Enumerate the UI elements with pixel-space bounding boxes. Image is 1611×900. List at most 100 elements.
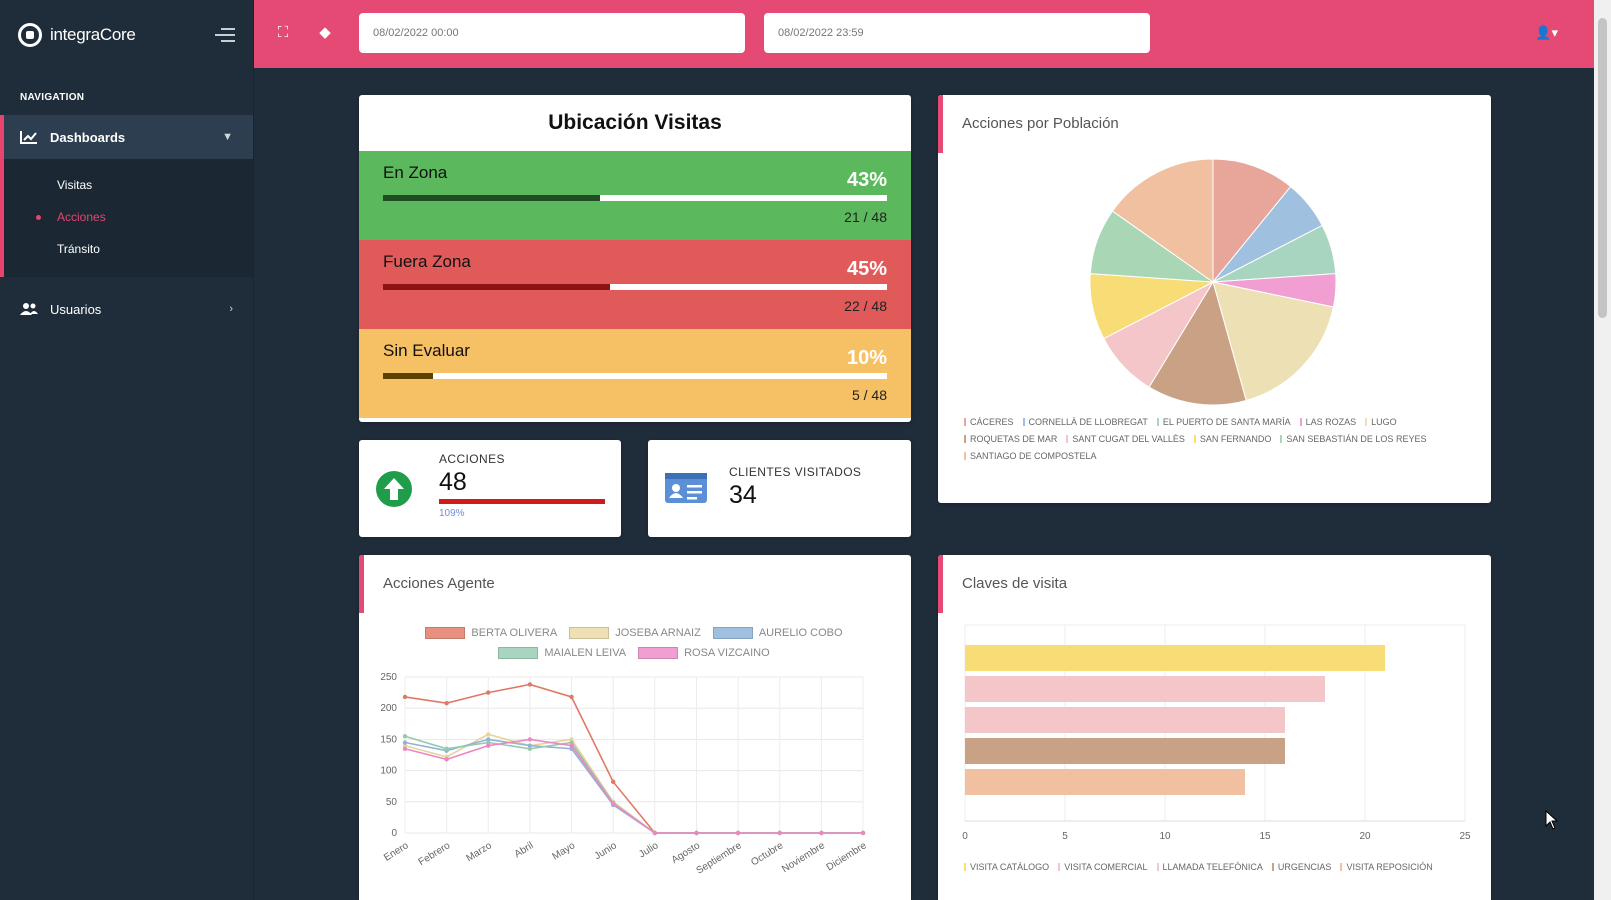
scrollbar-thumb[interactable] bbox=[1598, 18, 1607, 318]
legend-item[interactable]: ROSA VIZCAINO bbox=[638, 647, 770, 659]
x-tick-label: Mayo bbox=[551, 840, 578, 863]
fullscreen-icon[interactable]: ⛶ bbox=[277, 24, 289, 41]
bar[interactable] bbox=[965, 645, 1385, 671]
legend-item[interactable]: SANT CUGAT DEL VALLÈS bbox=[1066, 434, 1185, 444]
data-point[interactable] bbox=[402, 743, 408, 748]
bar[interactable] bbox=[965, 738, 1285, 764]
ubicacion-row-bar bbox=[383, 284, 887, 290]
x-tick-label: Noviembre bbox=[780, 840, 827, 875]
legend-swatch bbox=[1193, 435, 1196, 443]
scrollbar[interactable] bbox=[1594, 0, 1611, 900]
ubicacion-row: En Zona 43% 21 / 48 bbox=[359, 151, 911, 240]
legend-item[interactable]: EL PUERTO DE SANTA MARÍA bbox=[1156, 417, 1291, 427]
data-point[interactable] bbox=[486, 737, 491, 742]
pie-slice[interactable] bbox=[1212, 158, 1292, 284]
data-point[interactable] bbox=[735, 830, 741, 836]
data-point[interactable] bbox=[402, 746, 408, 751]
legend-item[interactable]: CÁCERES bbox=[964, 417, 1014, 427]
date-to-input[interactable] bbox=[764, 13, 1150, 53]
data-point[interactable] bbox=[402, 740, 408, 745]
pie-legend: CÁCERES CORNELLÀ DE LLOBREGAT EL PUERTO DE… bbox=[964, 417, 1474, 468]
data-point[interactable] bbox=[402, 694, 408, 700]
pie-slice[interactable] bbox=[1111, 158, 1214, 283]
legend-item[interactable]: LAS ROZAS bbox=[1299, 417, 1356, 427]
ubicacion-row-bar-fill bbox=[383, 373, 434, 379]
legend-swatch bbox=[964, 452, 966, 460]
card-accent bbox=[359, 555, 364, 613]
legend-item[interactable]: LUGO bbox=[1365, 417, 1397, 427]
data-point[interactable] bbox=[652, 830, 658, 836]
x-tick-label: 0 bbox=[962, 831, 968, 842]
legend-item[interactable]: AURELIO COBO bbox=[712, 627, 843, 639]
bar[interactable] bbox=[965, 676, 1325, 702]
acciones-value: 48 bbox=[439, 468, 467, 496]
legend-item[interactable]: JOSEBA ARNAIZ bbox=[569, 627, 701, 639]
legend-label: SAN FERNANDO bbox=[1199, 434, 1272, 444]
data-point[interactable] bbox=[694, 830, 699, 836]
card-accent bbox=[938, 95, 943, 153]
data-point[interactable] bbox=[610, 779, 616, 785]
clientes-label: CLIENTES VISITADOS bbox=[729, 465, 862, 479]
bar[interactable] bbox=[965, 707, 1285, 733]
legend-label: URGENCIAS bbox=[1277, 862, 1332, 872]
legend-item[interactable]: CORNELLÀ DE LLOBREGAT bbox=[1022, 417, 1148, 427]
legend-item[interactable]: LLAMADA TELEFÓNICA bbox=[1156, 862, 1263, 872]
legend-item[interactable]: SAN FERNANDO bbox=[1193, 434, 1272, 444]
data-point[interactable] bbox=[527, 682, 533, 687]
pie-slice[interactable] bbox=[1148, 280, 1247, 406]
data-point[interactable] bbox=[444, 757, 449, 762]
data-point[interactable] bbox=[444, 701, 449, 706]
legend-item[interactable]: BERTA OLIVERA bbox=[425, 627, 557, 639]
legend-label: LLAMADA TELEFÓNICA bbox=[1162, 862, 1263, 872]
legend-item[interactable]: VISITA CATÁLOGO bbox=[964, 862, 1049, 872]
legend-item[interactable]: MAIALEN LEIVA bbox=[498, 647, 626, 659]
date-from-input[interactable] bbox=[359, 13, 745, 53]
data-point[interactable] bbox=[569, 740, 574, 745]
claves-card: Claves de visita 0 5 10 15 20 25 VISITA CATÁL… bbox=[938, 555, 1491, 900]
data-point[interactable] bbox=[569, 743, 574, 748]
y-tick-label: 100 bbox=[380, 766, 397, 777]
sidebar-item-dashboards[interactable]: Dashboards ▼ bbox=[0, 115, 253, 159]
bar[interactable] bbox=[965, 769, 1245, 795]
data-point[interactable] bbox=[402, 734, 408, 739]
data-point[interactable] bbox=[486, 743, 491, 748]
data-point[interactable] bbox=[569, 737, 574, 742]
legend-swatch bbox=[1022, 418, 1025, 426]
pie-slice[interactable] bbox=[1212, 281, 1335, 402]
data-point[interactable] bbox=[486, 740, 491, 745]
data-point[interactable] bbox=[527, 743, 533, 748]
legend-label: SAN SEBASTIÁN DE LOS REYES bbox=[1286, 434, 1427, 444]
topbar: ⛶ ◆ 👤▾ bbox=[254, 0, 1594, 68]
legend-item[interactable]: ROQUETAS DE MAR bbox=[964, 434, 1057, 444]
legend-item[interactable]: SAN SEBASTIÁN DE LOS REYES bbox=[1280, 434, 1426, 444]
user-menu-icon[interactable]: 👤▾ bbox=[1535, 25, 1558, 40]
data-point[interactable] bbox=[819, 830, 824, 836]
logo-icon bbox=[18, 23, 42, 47]
legend-swatch bbox=[1365, 418, 1368, 426]
data-point[interactable] bbox=[486, 732, 491, 737]
nav-heading: NAVIGATION bbox=[20, 92, 85, 103]
data-point[interactable] bbox=[527, 746, 533, 751]
data-point[interactable] bbox=[444, 746, 449, 751]
sidebar-subitem-transito[interactable]: Tránsito bbox=[57, 242, 100, 256]
menu-toggle-icon[interactable] bbox=[215, 28, 235, 42]
legend-label: AURELIO COBO bbox=[758, 627, 843, 639]
filter-icon[interactable]: ◆ bbox=[319, 24, 331, 41]
legend-item[interactable]: URGENCIAS bbox=[1271, 862, 1332, 872]
legend-swatch bbox=[712, 627, 753, 639]
data-point[interactable] bbox=[610, 801, 616, 806]
poblacion-card: Acciones por Población CÁCERES CORNELLÀ D… bbox=[938, 95, 1491, 503]
brand[interactable]: integraCore bbox=[0, 0, 253, 70]
y-tick-label: 250 bbox=[380, 672, 397, 683]
sidebar-item-usuarios[interactable]: Usuarios › bbox=[0, 287, 253, 331]
data-point[interactable] bbox=[527, 737, 533, 742]
legend-item[interactable]: VISITA COMERCIAL bbox=[1058, 862, 1148, 872]
sidebar-subitem-acciones[interactable]: Acciones bbox=[4, 201, 253, 233]
data-point[interactable] bbox=[486, 690, 491, 695]
legend-item[interactable]: SANTIAGO DE COMPOSTELA bbox=[964, 451, 1097, 461]
data-point[interactable] bbox=[777, 830, 782, 836]
data-point[interactable] bbox=[860, 830, 866, 836]
sidebar-subitem-visitas[interactable]: Visitas bbox=[57, 178, 93, 192]
data-point[interactable] bbox=[569, 694, 574, 700]
legend-item[interactable]: VISITA REPOSICIÓN bbox=[1340, 862, 1433, 872]
